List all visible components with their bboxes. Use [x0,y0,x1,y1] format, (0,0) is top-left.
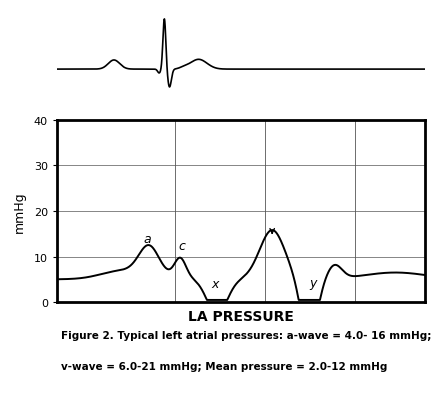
Y-axis label: mmHg: mmHg [12,191,25,232]
Text: a: a [143,232,151,245]
X-axis label: LA PRESSURE: LA PRESSURE [188,309,294,323]
Text: x: x [212,277,219,290]
Text: Figure 2. Typical left atrial pressures: a-wave = 4.0- 16 mmHg;: Figure 2. Typical left atrial pressures:… [60,330,431,340]
Text: c: c [179,239,185,252]
Text: v-wave = 6.0-21 mmHg; Mean pressure = 2.0-12 mmHg: v-wave = 6.0-21 mmHg; Mean pressure = 2.… [60,361,387,371]
Text: y: y [309,276,316,289]
